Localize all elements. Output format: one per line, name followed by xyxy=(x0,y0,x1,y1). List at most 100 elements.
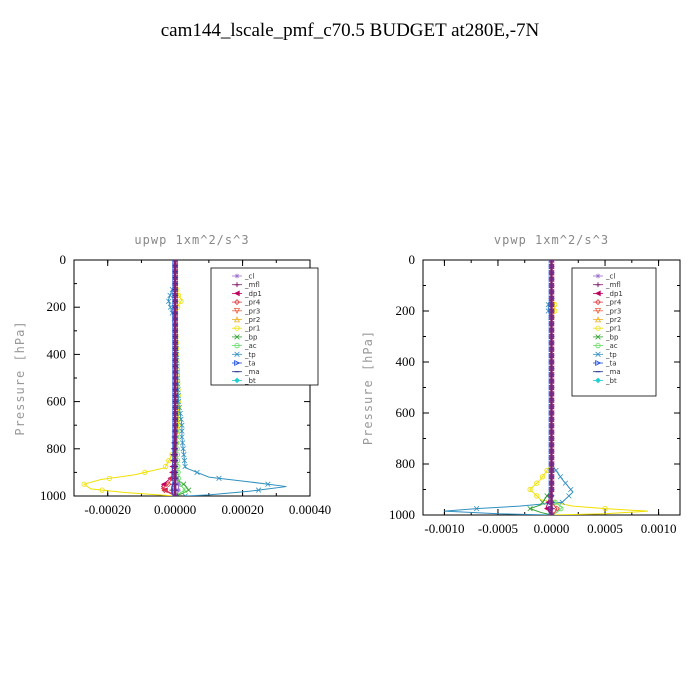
legend-marker-_cl xyxy=(595,273,601,279)
legend-label-_bp: _bp xyxy=(244,333,258,341)
y-tick-label: 0 xyxy=(409,252,416,267)
series-point-_tp xyxy=(181,457,188,464)
legend-marker-_cl xyxy=(234,273,240,279)
legend-label-_dp1: _dp1 xyxy=(244,290,262,298)
legend-label-_ma: _ma xyxy=(605,368,621,376)
legend-box xyxy=(571,267,657,397)
y-tick-label: 800 xyxy=(47,441,67,456)
series-point-_tp xyxy=(473,505,480,512)
series-point-_cl xyxy=(176,481,181,487)
legend-label-_pr3: _pr3 xyxy=(605,307,621,315)
series-point-_tp xyxy=(167,292,173,299)
legend-label-_ac: _ac xyxy=(244,342,257,350)
series-point-_tp xyxy=(559,499,565,505)
x-tick-label: 0.00020 xyxy=(221,502,263,517)
series-point-_pr4 xyxy=(161,487,168,494)
series-point-_tp xyxy=(557,474,564,480)
legend-marker-_bt xyxy=(595,377,601,384)
series-point-_tp xyxy=(181,452,187,458)
main-title: cam144_lscale_pmf_c70.5 BUDGET at280E,-7… xyxy=(160,20,540,41)
series-point-_tp xyxy=(216,475,222,481)
legend-label-_pr4: _pr4 xyxy=(605,299,622,307)
series-point-_tp xyxy=(179,434,185,440)
legend-marker-_ac xyxy=(595,342,601,349)
series-point-_tp xyxy=(179,422,185,428)
series-point-_tp xyxy=(562,480,569,486)
series-point-_bp xyxy=(539,499,546,505)
x-tick-label: 0.0000 xyxy=(534,521,570,536)
series-point-_pr1 xyxy=(602,506,608,512)
legend-marker-_mfl xyxy=(595,282,601,288)
legend-label-_bp: _bp xyxy=(605,333,619,341)
x-tick-label: 0.0005 xyxy=(587,521,623,536)
series-point-_pr1 xyxy=(163,463,169,470)
y-axis-label: Pressure [hPa] xyxy=(13,320,27,435)
series-point-_tp xyxy=(566,493,572,499)
series-point-_tp xyxy=(194,469,200,476)
y-tick-label: 1000 xyxy=(389,507,415,522)
series-point-_cl xyxy=(176,487,181,493)
panel-title: upwp 1xm^2/s^3 xyxy=(134,233,249,247)
series-point-_tp xyxy=(179,428,185,434)
series-point-_pr4 xyxy=(168,475,175,482)
legend-label-_ta: _ta xyxy=(244,360,256,368)
legend-label-_pr2: _pr2 xyxy=(605,316,621,324)
series-point-_pr1 xyxy=(142,469,148,475)
y-axis-label: Pressure [hPa] xyxy=(361,330,375,445)
x-tick-label: -0.00020 xyxy=(84,502,131,517)
legend-marker-_tp xyxy=(234,351,240,357)
legend: _cl_mfl_dp1_pr4_pr3_pr2_pr1_bp_ac_tp_ta_… xyxy=(210,267,319,386)
series-point-_pr1 xyxy=(81,481,87,487)
y-tick-label: 600 xyxy=(47,394,67,409)
x-tick-label: 0.0010 xyxy=(641,521,677,536)
legend-label-_ma: _ma xyxy=(244,368,260,376)
series-point-_tp xyxy=(255,487,262,493)
legend-label-_mfl: _mfl xyxy=(605,281,621,289)
x-tick-label: 0.00040 xyxy=(289,502,331,517)
series-point-_pr1 xyxy=(178,298,184,304)
legend-marker-_mfl xyxy=(234,282,240,288)
legend-marker-_pr4 xyxy=(595,299,601,306)
series-point-_tp xyxy=(180,446,186,452)
legend-label-_bt: _bt xyxy=(605,377,617,385)
x-tick-label: -0.0005 xyxy=(478,521,518,536)
y-tick-label: 1000 xyxy=(40,488,66,503)
panel-title: vpwp 1xm^2/s^3 xyxy=(494,233,609,247)
y-tick-label: 600 xyxy=(396,405,416,420)
legend-marker-_pr2 xyxy=(594,316,602,323)
y-tick-label: 200 xyxy=(47,299,67,314)
series-point-_tp xyxy=(179,440,186,446)
y-tick-label: 800 xyxy=(396,456,416,471)
chart-2: vpwp 1xm^2/s^3 Pressure [hPa] 0 200 400 600 80… xyxy=(361,233,681,536)
legend-marker-_pr4 xyxy=(234,299,240,306)
series-point-_pr1 xyxy=(539,474,546,480)
series-point-_tp xyxy=(553,467,559,474)
legend-marker-_bt xyxy=(234,377,240,384)
legend-label-_pr4: _pr4 xyxy=(244,299,261,307)
series-point-_pr4 xyxy=(165,481,172,488)
legend-label-_pr3: _pr3 xyxy=(244,307,260,315)
y-tick-label: 400 xyxy=(47,346,67,361)
series-line-_pr1 xyxy=(82,260,183,496)
series-point-_tp xyxy=(166,298,172,304)
legend-label-_pr2: _pr2 xyxy=(244,316,260,324)
legend-marker-_tp xyxy=(595,351,601,357)
series-point-_pr1 xyxy=(534,493,540,499)
legend: _cl_mfl_dp1_pr4_pr3_pr2_pr1_bp_ac_tp_ta_… xyxy=(571,267,657,397)
series-point-_ac xyxy=(558,506,564,512)
legend-marker-_bp xyxy=(234,334,240,340)
y-tick-label: 0 xyxy=(60,252,67,267)
series-point-_pr1 xyxy=(527,486,533,493)
series-point-_pr1 xyxy=(106,475,113,481)
y-tick-label: 400 xyxy=(396,354,416,369)
legend-label-_bt: _bt xyxy=(244,377,256,385)
legend-marker-_ta xyxy=(234,359,241,367)
series-point-_tp xyxy=(177,410,183,417)
x-tick-label: 0.00000 xyxy=(154,502,196,517)
legend-marker-_ta xyxy=(595,359,602,367)
series-point-_pr1 xyxy=(99,487,105,493)
series-group xyxy=(444,260,648,515)
series-point-_ac xyxy=(182,487,188,493)
series-point-_tp xyxy=(182,493,188,496)
series-point-_tp xyxy=(265,481,271,487)
